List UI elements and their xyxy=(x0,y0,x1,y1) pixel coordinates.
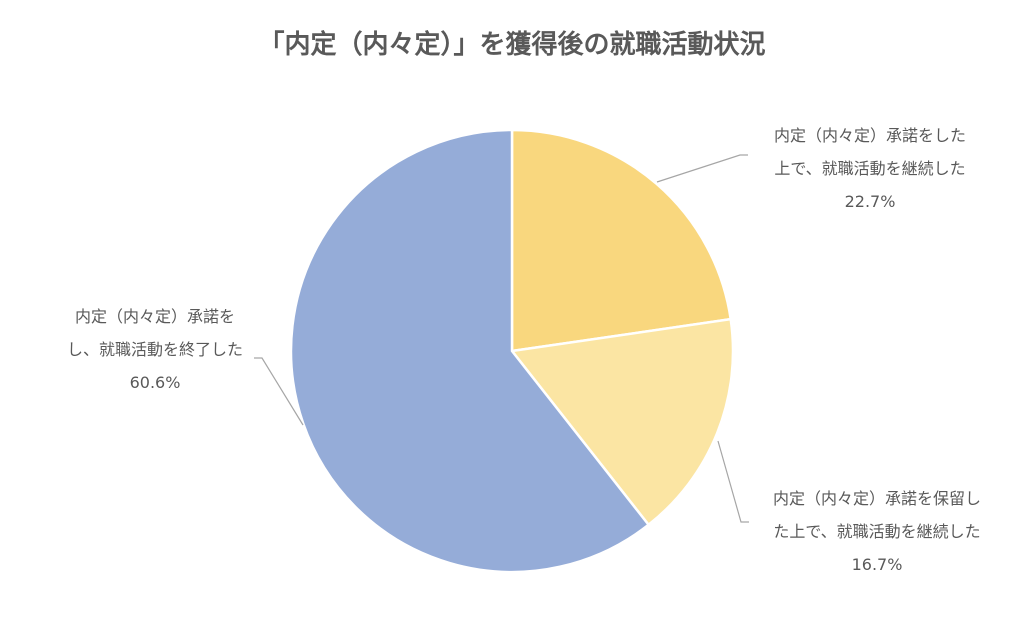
data-label-2: 内定（内々定）承諾を し、就職活動を終了した 60.6% xyxy=(30,300,280,399)
data-label-2-line-1: 内定（内々定）承諾を xyxy=(74,307,235,326)
pie-slice-2 xyxy=(289,128,651,574)
leader-line-2 xyxy=(254,357,304,426)
data-label-1: 内定（内々定）承諾を保留し た上で、就職活動を継続した 16.7% xyxy=(742,482,1012,581)
leader-line-1 xyxy=(717,440,749,523)
data-label-2-value: 60.6% xyxy=(129,373,181,392)
data-label-1-value: 16.7% xyxy=(851,555,903,574)
data-label-0-value: 22.7% xyxy=(844,192,896,211)
data-label-0-line-1: 内定（内々定）承諾をした xyxy=(773,126,966,145)
data-label-0-line-2: 上で、就職活動を継続した xyxy=(774,159,966,178)
data-label-1-line-1: 内定（内々定）承諾を保留し xyxy=(772,489,981,508)
pie-slice-1 xyxy=(509,317,735,527)
chart-title: 「内定（内々定）」を獲得後の就職活動状況 xyxy=(258,30,766,60)
data-label-1-line-2: た上で、就職活動を継続した xyxy=(773,522,981,541)
data-label-2-line-2: し、就職活動を終了した xyxy=(66,340,243,359)
data-label-0: 内定（内々定）承諾をした 上で、就職活動を継続した 22.7% xyxy=(740,119,1000,218)
leader-line-0 xyxy=(656,154,748,183)
pie-slice-0 xyxy=(510,128,733,353)
